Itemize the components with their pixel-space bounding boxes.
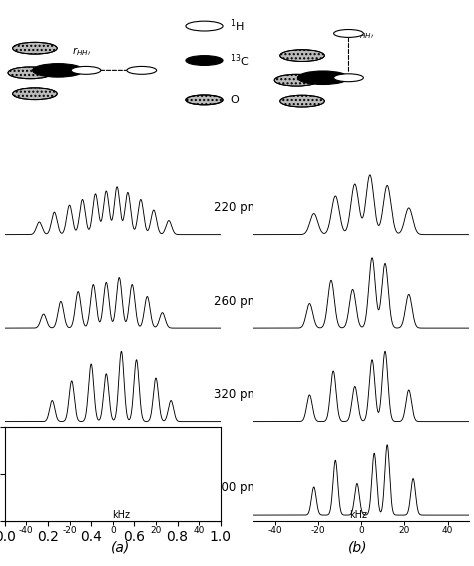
Circle shape bbox=[274, 74, 319, 86]
Text: $r_{HH\prime}$: $r_{HH\prime}$ bbox=[356, 28, 374, 41]
Circle shape bbox=[13, 88, 57, 100]
Text: O: O bbox=[230, 95, 239, 105]
Circle shape bbox=[334, 29, 364, 37]
Circle shape bbox=[280, 95, 324, 107]
Circle shape bbox=[13, 42, 57, 54]
Text: $r_{HH\prime}$: $r_{HH\prime}$ bbox=[72, 45, 91, 58]
Text: 400 pm: 400 pm bbox=[215, 482, 259, 495]
Circle shape bbox=[297, 71, 348, 84]
Circle shape bbox=[71, 66, 101, 74]
Text: 260 pm: 260 pm bbox=[214, 294, 260, 307]
Text: $^{13}$C: $^{13}$C bbox=[230, 52, 249, 69]
Circle shape bbox=[8, 67, 53, 79]
Text: kHz: kHz bbox=[349, 510, 367, 520]
Text: (b): (b) bbox=[348, 541, 368, 555]
Circle shape bbox=[33, 63, 84, 77]
Circle shape bbox=[186, 21, 223, 31]
Text: 320 pm: 320 pm bbox=[215, 388, 259, 401]
Circle shape bbox=[186, 95, 223, 105]
Text: (a): (a) bbox=[111, 541, 130, 555]
Circle shape bbox=[280, 50, 324, 62]
Circle shape bbox=[186, 55, 223, 66]
Text: $^{1}$H: $^{1}$H bbox=[230, 18, 245, 35]
Text: kHz: kHz bbox=[112, 510, 130, 520]
Circle shape bbox=[127, 66, 156, 74]
Circle shape bbox=[334, 74, 364, 82]
Text: 220 pm: 220 pm bbox=[214, 201, 260, 214]
